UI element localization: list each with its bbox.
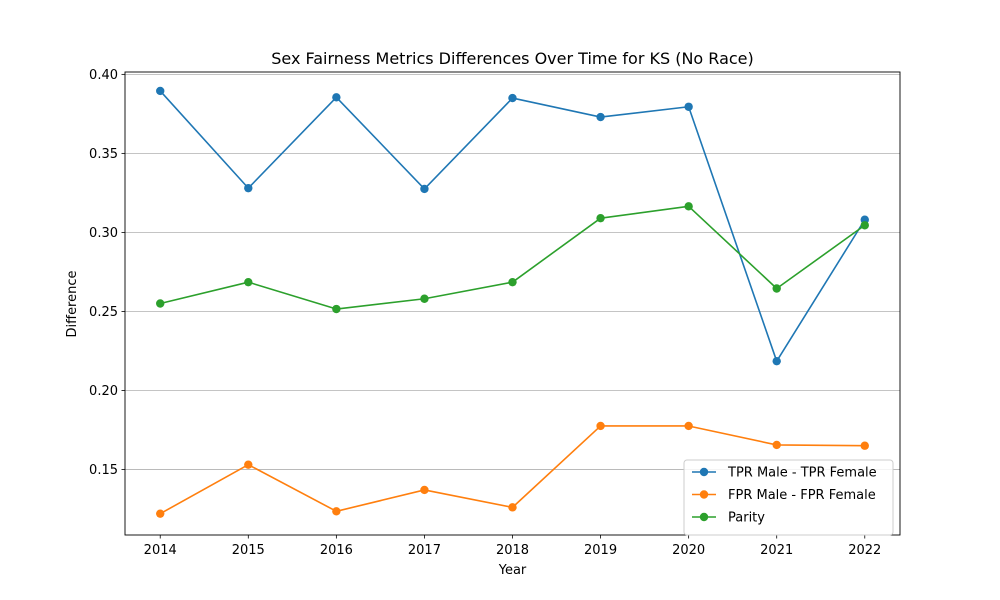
plot-area: 0.15 0.20 0.25 0.30 0.35 0.40 2014 2015 2016 2017…: [89, 68, 901, 558]
series-point-2: [596, 213, 605, 223]
series-point-0: [156, 86, 165, 96]
legend-swatch-marker: [699, 512, 709, 522]
series-point-1: [860, 441, 869, 450]
x-tick-label: 2021: [760, 543, 793, 558]
plot-frame: [124, 71, 901, 536]
series-point-2: [772, 284, 781, 293]
series-point-0: [420, 184, 429, 194]
x-tick-label: 2016: [320, 543, 353, 558]
series-point-0: [684, 102, 693, 111]
series-point-1: [244, 460, 253, 469]
x-tick-label: 2017: [408, 543, 441, 558]
y-tick-label: 0.40: [89, 68, 118, 83]
x-tick-label: 2015: [232, 543, 265, 558]
legend-swatch-marker: [699, 467, 709, 477]
x-tick-label: 2019: [584, 543, 617, 558]
x-axis-title: Year: [498, 563, 527, 578]
x-tick-label: 2014: [144, 543, 177, 558]
legend-label: FPR Male - FPR Female: [728, 488, 876, 503]
series-point-1: [332, 507, 341, 516]
series-point-0: [772, 356, 781, 366]
y-tick-label: 0.20: [89, 384, 118, 399]
y-tick-label: 0.15: [89, 463, 118, 478]
y-tick-label: 0.30: [89, 226, 118, 241]
series-point-1: [772, 440, 781, 450]
y-tick-label: 0.25: [89, 305, 118, 320]
x-tick-label: 2022: [848, 543, 881, 558]
legend-box: [683, 459, 894, 536]
series-point-2: [244, 277, 253, 287]
legend-label: TPR Male - TPR Female: [727, 466, 877, 481]
series-point-1: [156, 509, 165, 518]
x-tick-label: 2018: [496, 543, 529, 558]
series-point-2: [332, 304, 341, 314]
series-point-1: [508, 503, 517, 512]
series-point-0: [244, 183, 253, 193]
series-point-0: [332, 93, 341, 102]
legend-label: Parity: [728, 511, 765, 526]
chart-title: Sex Fairness Metrics Differences Over Ti…: [271, 49, 754, 68]
x-tick-label: 2020: [672, 543, 705, 558]
series-point-1: [684, 421, 693, 431]
series-point-2: [684, 202, 693, 211]
series-point-0: [508, 93, 517, 103]
legend: TPR Male - TPR Female FPR Male - FPR Fema…: [683, 459, 894, 536]
legend-swatch-marker: [699, 490, 709, 499]
series-point-2: [860, 221, 869, 230]
series-point-2: [156, 299, 165, 308]
series-point-0: [596, 112, 605, 122]
series-point-1: [420, 485, 429, 495]
series-point-1: [596, 421, 605, 431]
series-point-2: [508, 277, 517, 287]
y-axis-title: Difference: [65, 270, 80, 337]
series-point-2: [420, 294, 429, 303]
y-tick-label: 0.35: [89, 147, 118, 162]
